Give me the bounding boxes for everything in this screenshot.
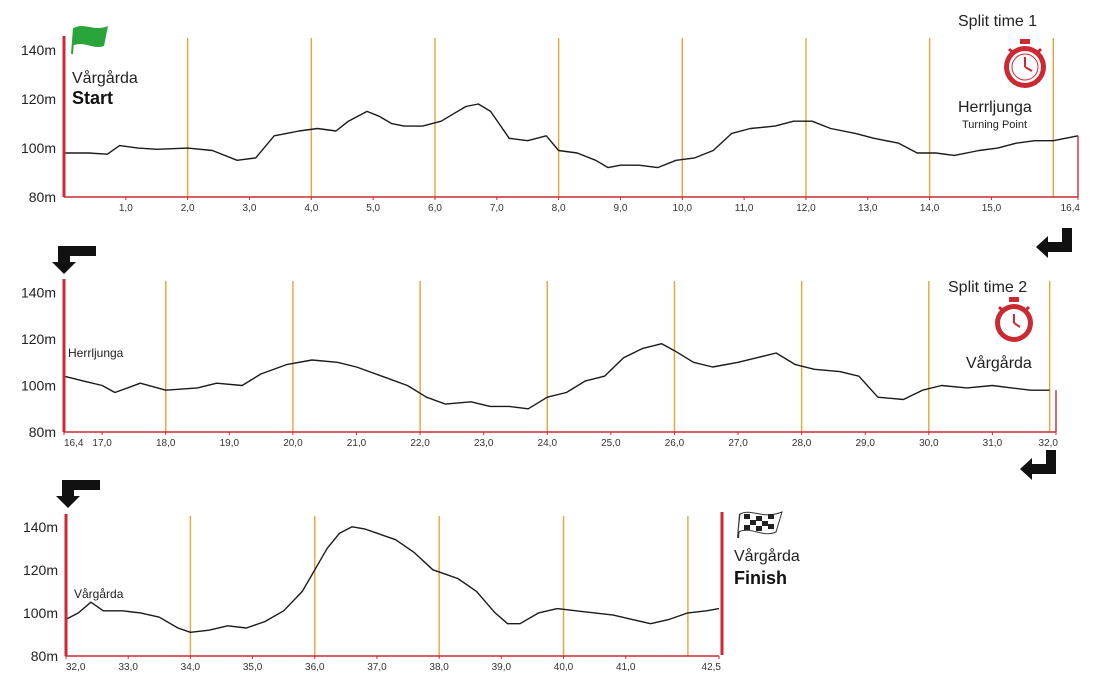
- x-tick-label: 16,4: [1061, 203, 1081, 214]
- x-tick-label: 16,4: [64, 438, 84, 449]
- split-time-1-label: Split time 1: [958, 13, 1037, 30]
- km-markers: [165, 281, 1051, 432]
- y-tick-labels: 140m 120m 100m 80m: [21, 42, 56, 205]
- start-flag-icon: [71, 26, 108, 55]
- x-tick-label: 41,0: [616, 662, 636, 673]
- x-tick-label: 37,0: [367, 662, 387, 673]
- split-time-2-place: Vårgårda: [966, 354, 1032, 372]
- x-tick-label: 3,0: [243, 203, 257, 214]
- y-tick-label: 100m: [23, 605, 58, 621]
- x-tick-label: 12,0: [796, 203, 816, 214]
- x-tick-label: 33,0: [118, 662, 138, 673]
- axes: [64, 514, 719, 657]
- x-tick-label: 42,5: [702, 662, 722, 673]
- elevation-line: [64, 103, 1079, 169]
- panel-2-start-place: Herrljunga: [68, 346, 124, 360]
- x-tick-label: 39,0: [492, 662, 512, 673]
- x-tick-label: 21,0: [347, 438, 367, 449]
- x-tick-label: 40,0: [554, 662, 574, 673]
- x-tick-label: 4,0: [304, 203, 318, 214]
- x-tick-labels: 1,0 2,0 3,0 4,0 5,0 6,0 7,0 8,0 9,0 10,0 11,0 12,0 1…: [119, 197, 1081, 214]
- x-tick-label: 23,0: [474, 438, 494, 449]
- x-tick-label: 15,0: [982, 203, 1002, 214]
- x-tick-label: 27,0: [728, 438, 748, 449]
- stopwatch-icon: [995, 297, 1033, 342]
- y-tick-label: 140m: [21, 42, 56, 58]
- axes: [62, 279, 1057, 433]
- x-tick-label: 5,0: [366, 203, 380, 214]
- elevation-series: [63, 343, 1050, 410]
- elevation-series: [64, 103, 1079, 169]
- elevation-series: [65, 526, 720, 633]
- x-tick-label: 34,0: [181, 662, 201, 673]
- x-tick-label: 28,0: [792, 438, 812, 449]
- y-tick-label: 120m: [23, 562, 58, 578]
- y-tick-labels: 140m 120m 100m 80m: [23, 519, 58, 664]
- x-tick-label: 19,0: [220, 438, 240, 449]
- x-tick-label: 11,0: [735, 203, 754, 214]
- y-tick-label: 140m: [23, 519, 58, 535]
- x-tick-label: 10,0: [673, 203, 693, 214]
- x-tick-label: 17,0: [92, 438, 112, 449]
- x-tick-label: 8,0: [552, 203, 566, 214]
- x-tick-label: 38,0: [429, 662, 449, 673]
- panel-3-start-place: Vårgårda: [74, 587, 124, 601]
- x-tick-label: 31,0: [983, 438, 1003, 449]
- start-label: Start: [72, 88, 113, 108]
- x-tick-label: 14,0: [920, 203, 940, 214]
- split-time-1-sub: Turning Point: [962, 119, 1027, 131]
- turn-arrow-icon: [52, 246, 96, 274]
- x-tick-labels: 32,0 33,0 34,0 35,0 36,0 37,0 38,0 39,0 40,0 41,0…: [65, 656, 722, 673]
- x-tick-label: 20,0: [283, 438, 303, 449]
- km-markers: [189, 516, 689, 656]
- y-tick-label: 80m: [29, 424, 56, 440]
- x-tick-label: 13,0: [858, 203, 878, 214]
- x-tick-label: 1,0: [119, 203, 133, 214]
- turn-arrow-icon: [56, 480, 100, 508]
- x-tick-label: 6,0: [428, 203, 442, 214]
- y-tick-label: 100m: [21, 378, 56, 394]
- start-place: Vårgårda: [72, 69, 138, 87]
- x-tick-label: 36,0: [305, 662, 325, 673]
- checkered-flag-icon: [737, 511, 783, 539]
- x-tick-label: 26,0: [665, 438, 685, 449]
- finish-place: Vårgårda: [734, 547, 800, 565]
- turn-arrow-icon: [1036, 228, 1072, 258]
- split-time-2-label: Split time 2: [948, 279, 1027, 296]
- x-tick-label: 24,0: [538, 438, 558, 449]
- x-tick-labels: 16,4 17,0 18,0 19,0 20,0 21,0 22,0 23,0 24,0 25,0…: [63, 432, 1059, 449]
- y-tick-label: 120m: [21, 331, 56, 347]
- profile-panel-1: 140m 120m 100m 80m 1,0 2,0 3,0 4,0 5,0 6,0 7,0 8,0…: [21, 36, 1080, 214]
- y-tick-label: 120m: [21, 91, 56, 107]
- x-tick-label: 22,0: [410, 438, 430, 449]
- x-tick-label: 32,0: [66, 662, 86, 673]
- x-tick-label: 2,0: [181, 203, 195, 214]
- elevation-line: [63, 343, 1050, 410]
- x-tick-label: 7,0: [490, 203, 504, 214]
- y-tick-labels: 140m 120m 100m 80m: [21, 285, 56, 440]
- elevation-line: [65, 526, 720, 633]
- split-time-1-place: Herrljunga: [958, 99, 1032, 116]
- profile-panel-3: 140m 120m 100m 80m 32,0 33,0 34,0 35,0 36,0 37,0…: [23, 514, 721, 673]
- x-tick-label: 32,0: [1039, 438, 1059, 449]
- y-tick-label: 140m: [21, 285, 56, 301]
- x-tick-label: 18,0: [156, 438, 176, 449]
- profile-panel-2: 140m 120m 100m 80m 16,4 17,0 18,0 19,0 20,0 21,0…: [21, 279, 1058, 449]
- finish-label: Finish: [734, 568, 787, 588]
- x-tick-label: 29,0: [855, 438, 875, 449]
- stopwatch-icon: [1004, 39, 1046, 88]
- km-markers: [186, 38, 1054, 197]
- x-tick-label: 35,0: [243, 662, 263, 673]
- y-tick-label: 80m: [31, 648, 58, 664]
- turn-arrow-icon: [1020, 450, 1056, 480]
- x-tick-label: 30,0: [919, 438, 939, 449]
- y-tick-label: 100m: [21, 140, 56, 156]
- x-tick-label: 25,0: [601, 438, 621, 449]
- x-tick-label: 9,0: [614, 203, 628, 214]
- axes: [62, 36, 1079, 198]
- y-tick-label: 80m: [29, 189, 56, 205]
